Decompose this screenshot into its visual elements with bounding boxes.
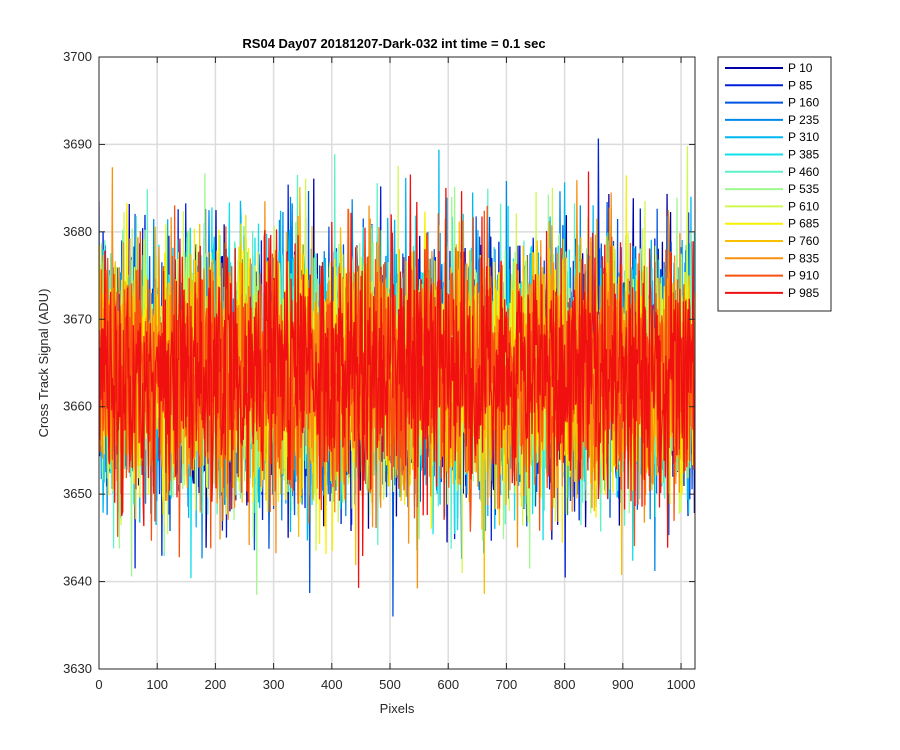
y-tick-label: 3630 [63, 661, 92, 676]
axes-box [98, 56, 696, 670]
legend-label: P 760 [788, 234, 819, 248]
x-tick-label: 0 [95, 677, 102, 692]
x-tick-label: 500 [379, 677, 401, 692]
y-axis-label: Cross Track Signal (ADU) [36, 289, 51, 438]
x-tick-label: 1000 [667, 677, 696, 692]
legend-label: P 385 [788, 148, 819, 162]
legend-label: P 160 [788, 96, 819, 110]
legend-label: P 610 [788, 199, 819, 213]
x-tick-label: 100 [146, 677, 168, 692]
legend-label: P 535 [788, 182, 819, 196]
legend-label: P 685 [788, 217, 819, 231]
x-tick-label: 400 [321, 677, 343, 692]
legend-label: P 85 [788, 78, 813, 92]
x-tick-label: 200 [205, 677, 227, 692]
y-tick-label: 3660 [63, 399, 92, 414]
chart-title: RS04 Day07 20181207-Dark-032 int time = … [242, 36, 545, 51]
x-tick-label: 900 [612, 677, 634, 692]
legend-label: P 460 [788, 165, 819, 179]
x-tick-label: 600 [437, 677, 459, 692]
legend-label: P 985 [788, 286, 819, 300]
y-tick-label: 3670 [63, 311, 92, 326]
y-tick-label: 3650 [63, 486, 92, 501]
series-layer [99, 138, 695, 617]
legend: P 10 P 85 P 160 P 235 P 310 P 385 P 460 P 535 P … [717, 56, 832, 312]
ticks: 0 100 200 300 400 500 600 700 800 900 1000 3630 3640… [63, 49, 695, 692]
legend-label: P 10 [788, 61, 813, 75]
y-tick-label: 3680 [63, 224, 92, 239]
legend-label: P 835 [788, 251, 819, 265]
legend-box [717, 56, 832, 312]
legend-label: P 235 [788, 113, 819, 127]
y-tick-label: 3700 [63, 49, 92, 64]
legend-label: P 310 [788, 130, 819, 144]
x-tick-label: 700 [496, 677, 518, 692]
series-line-p985 [99, 171, 695, 588]
x-tick-label: 800 [554, 677, 576, 692]
legend-label: P 910 [788, 269, 819, 283]
y-tick-label: 3690 [63, 136, 92, 151]
x-axis-label: Pixels [380, 701, 415, 716]
x-tick-label: 300 [263, 677, 285, 692]
y-tick-label: 3640 [63, 574, 92, 589]
